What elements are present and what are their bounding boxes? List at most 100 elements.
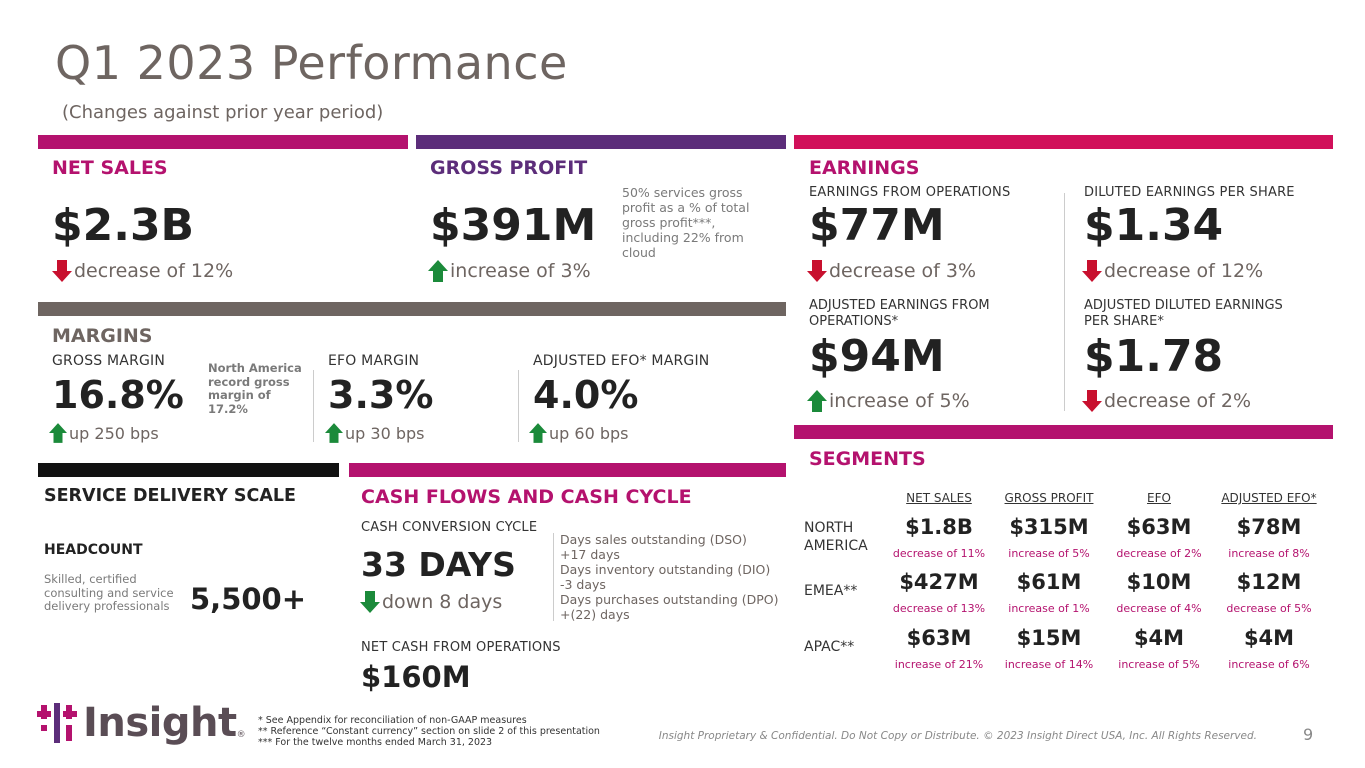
gross-margin-label: GROSS MARGIN [52, 353, 166, 369]
seg-change: increase of 21% [894, 658, 984, 671]
adj-efo-margin-label: ADJUSTED EFO* MARGIN [533, 353, 710, 369]
insight-logo-mark-icon [37, 703, 77, 743]
seg-change: increase of 5% [1118, 658, 1200, 671]
efo-margin-change: up 30 bps [325, 423, 424, 443]
footnotes: * See Appendix for reconciliation of non… [258, 715, 600, 748]
efo-margin-label: EFO MARGIN [328, 353, 420, 369]
deps-value: $1.34 [1084, 200, 1224, 251]
seg-change: decrease of 5% [1226, 602, 1312, 615]
ccc-change-text: down 8 days [382, 591, 503, 613]
up-arrow-icon [529, 423, 547, 443]
headcount-value: 5,500+ [190, 582, 307, 616]
service-heading: SERVICE DELIVERY SCALE [44, 486, 296, 506]
efo-change: decrease of 3% [807, 260, 976, 282]
net-sales-change-text: decrease of 12% [74, 260, 234, 282]
seg-region-emea: EMEA** [804, 583, 858, 599]
seg-change: decrease of 4% [1116, 602, 1202, 615]
segments-bar [794, 425, 1333, 439]
earnings-bar [794, 135, 1333, 149]
adj-deps-change: decrease of 2% [1082, 390, 1251, 412]
down-arrow-icon [52, 260, 72, 282]
efo-margin-change-text: up 30 bps [345, 423, 425, 443]
footnote-3: *** For the twelve months ended March 31… [258, 737, 493, 748]
up-arrow-icon [49, 423, 67, 443]
headcount-desc: Skilled, certified consulting and servic… [44, 572, 174, 613]
down-arrow-icon [1082, 390, 1102, 412]
adj-deps-value: $1.78 [1084, 331, 1224, 382]
gross-margin-change-text: up 250 bps [69, 423, 159, 443]
seg-value: $61M [1016, 570, 1082, 594]
seg-change: decrease of 13% [892, 602, 986, 615]
earnings-divider [1064, 193, 1065, 411]
cash-heading: CASH FLOWS AND CASH CYCLE [361, 486, 692, 508]
seg-change: increase of 5% [1008, 547, 1090, 560]
margins-bar [38, 302, 786, 316]
seg-value: $63M [1126, 515, 1192, 539]
cash-divider [553, 533, 554, 621]
efo-margin-value: 3.3% [328, 373, 434, 417]
cash-details: Days sales outstanding (DSO) +17 days Da… [560, 532, 779, 622]
seg-value: $427M [899, 570, 979, 594]
adj-efo-margin-change-text: up 60 bps [549, 423, 629, 443]
gross-profit-change-text: increase of 3% [450, 260, 591, 282]
gross-profit-bar [416, 135, 786, 149]
ncfo-value: $160M [361, 660, 471, 694]
earnings-heading: EARNINGS [809, 157, 920, 179]
seg-value: $63M [906, 626, 972, 650]
seg-change: increase of 8% [1228, 547, 1310, 560]
adj-efo-change-text: increase of 5% [829, 390, 970, 412]
ccc-value: 33 DAYS [361, 545, 516, 584]
segments-heading: SEGMENTS [809, 448, 926, 470]
net-sales-heading: NET SALES [52, 157, 168, 179]
margin-divider-1 [313, 370, 314, 442]
seg-change: increase of 6% [1228, 658, 1310, 671]
up-arrow-icon [807, 390, 827, 412]
seg-value: $10M [1126, 570, 1192, 594]
confidential-notice: Insight Proprietary & Confidential. Do N… [658, 730, 1257, 742]
seg-col-adj-efo: ADJUSTED EFO* [1221, 491, 1317, 505]
up-arrow-icon [325, 423, 343, 443]
insight-logo: Insight ® [37, 700, 246, 746]
adj-efo-label: ADJUSTED EARNINGS FROM OPERATIONS* [809, 298, 990, 329]
seg-value: $4M [1133, 626, 1185, 650]
ccc-change: down 8 days [360, 591, 502, 613]
margins-heading: MARGINS [52, 325, 153, 347]
adj-efo-change: increase of 5% [807, 390, 970, 412]
page-subtitle: (Changes against prior year period) [62, 102, 384, 123]
seg-col-efo: EFO [1147, 491, 1171, 505]
down-arrow-icon [1082, 260, 1102, 282]
deps-change-text: decrease of 12% [1104, 260, 1264, 282]
down-arrow-icon [807, 260, 827, 282]
gross-profit-heading: GROSS PROFIT [430, 157, 588, 179]
gross-margin-change: up 250 bps [49, 423, 159, 443]
net-sales-bar [38, 135, 408, 149]
margin-divider-2 [518, 370, 519, 442]
seg-region-north-america: NORTH AMERICA [804, 520, 868, 554]
page-number: 9 [1303, 725, 1314, 744]
dpo-label: Days purchases outstanding (DPO) [560, 592, 779, 607]
ncfo-label: NET CASH FROM OPERATIONS [361, 640, 561, 655]
adj-deps-label: ADJUSTED DILUTED EARNINGS PER SHARE* [1084, 298, 1283, 329]
gross-profit-change: increase of 3% [428, 260, 591, 282]
dso-label: Days sales outstanding (DSO) [560, 532, 747, 547]
footnote-2: ** Reference “Constant currency” section… [258, 726, 600, 737]
seg-value: $15M [1016, 626, 1082, 650]
dpo-value: +(22) days [560, 607, 630, 622]
seg-col-gross-profit: GROSS PROFIT [1004, 491, 1094, 505]
efo-label: EARNINGS FROM OPERATIONS [809, 185, 1011, 200]
gross-profit-value: $391M [430, 200, 597, 251]
seg-change: decrease of 2% [1116, 547, 1202, 560]
up-arrow-icon [428, 260, 448, 282]
adj-efo-value: $94M [809, 331, 945, 382]
seg-value: $78M [1236, 515, 1302, 539]
registered-mark: ® [236, 730, 246, 740]
dso-value: +17 days [560, 547, 620, 562]
adj-efo-margin-change: up 60 bps [529, 423, 628, 443]
adj-deps-change-text: decrease of 2% [1104, 390, 1252, 412]
efo-change-text: decrease of 3% [829, 260, 977, 282]
deps-label: DILUTED EARNINGS PER SHARE [1084, 185, 1295, 200]
dio-value: -3 days [560, 577, 606, 592]
dio-label: Days inventory outstanding (DIO) [560, 562, 771, 577]
adj-efo-margin-value: 4.0% [533, 373, 639, 417]
page-title: Q1 2023 Performance [55, 36, 568, 90]
